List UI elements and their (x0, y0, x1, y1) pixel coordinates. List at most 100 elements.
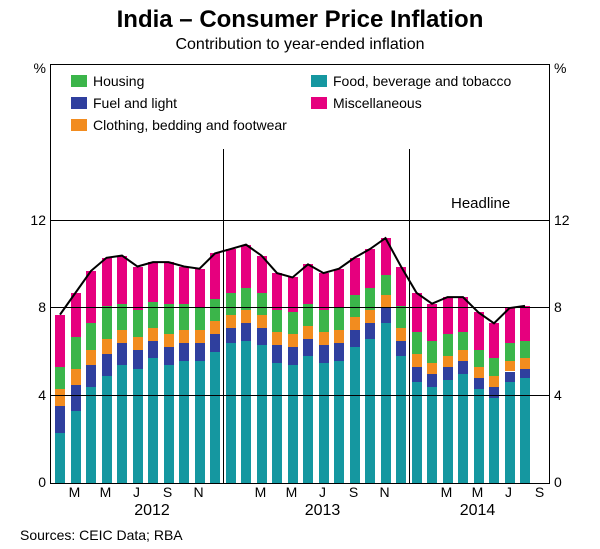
bar-segment-housing (443, 334, 453, 356)
bar-segment-fuel (505, 372, 515, 383)
bar-column (179, 267, 189, 483)
bar-column (164, 262, 174, 483)
bar-segment-fuel (396, 341, 406, 356)
bar-segment-misc (381, 238, 391, 275)
bar-segment-housing (381, 275, 391, 295)
bar-segment-housing (257, 293, 267, 315)
x-month-label: J (315, 484, 331, 500)
bar-segment-misc (86, 271, 96, 323)
bar-segment-food (319, 363, 329, 483)
bar-segment-housing (86, 323, 96, 349)
bar-segment-misc (226, 249, 236, 293)
x-month-label: M (253, 484, 269, 500)
bar-segment-food (102, 376, 112, 483)
x-month-label: S (532, 484, 548, 500)
bar-segment-food (148, 358, 158, 483)
misc-swatch (311, 97, 327, 109)
x-year-label: 2014 (448, 502, 508, 520)
bar-segment-fuel (489, 387, 499, 398)
bar-segment-clothing (334, 330, 344, 343)
bar-column (381, 238, 391, 483)
bar-segment-fuel (458, 361, 468, 374)
bar-segment-clothing (86, 350, 96, 365)
bar-segment-misc (443, 297, 453, 334)
bar-segment-clothing (195, 330, 205, 343)
year-divider (409, 149, 410, 483)
bar-column (427, 304, 437, 483)
bar-segment-housing (55, 367, 65, 389)
x-month-label: M (439, 484, 455, 500)
bar-segment-misc (179, 267, 189, 304)
bar-segment-clothing (458, 350, 468, 361)
bar-segment-fuel (133, 350, 143, 370)
bar-segment-fuel (474, 378, 484, 389)
bar-segment-misc (520, 306, 530, 341)
bar-segment-clothing (257, 315, 267, 328)
x-month-label: J (129, 484, 145, 500)
bar-segment-clothing (133, 337, 143, 350)
bar-segment-fuel (381, 308, 391, 323)
bar-segment-fuel (520, 369, 530, 378)
legend-label: Clothing, bedding and footwear (93, 117, 287, 133)
bar-segment-misc (365, 249, 375, 288)
bar-column (489, 323, 499, 483)
bar-segment-misc (427, 304, 437, 341)
bar-segment-clothing (71, 369, 81, 384)
bar-segment-housing (319, 310, 329, 332)
bar-segment-fuel (412, 367, 422, 382)
x-month-label: J (501, 484, 517, 500)
plot-area: Housing Fuel and light Clothing, bedding a… (50, 64, 550, 484)
bar-segment-food (334, 361, 344, 483)
bar-column (458, 297, 468, 483)
bar-segment-misc (350, 258, 360, 295)
bar-segment-clothing (303, 326, 313, 339)
bar-segment-clothing (365, 310, 375, 323)
bar-segment-food (474, 389, 484, 483)
gridline (51, 395, 549, 396)
bar-segment-food (505, 382, 515, 483)
x-month-label: N (377, 484, 393, 500)
legend-item-fuel: Fuel and light (71, 95, 177, 111)
x-month-label: M (98, 484, 114, 500)
bar-segment-clothing (319, 332, 329, 345)
bar-segment-food (350, 347, 360, 483)
y-tick-left: 12 (0, 212, 46, 228)
bar-segment-misc (412, 293, 422, 332)
bar-segment-clothing (443, 356, 453, 367)
bar-segment-fuel (427, 374, 437, 387)
headline-annotation: Headline (451, 195, 510, 212)
bar-segment-fuel (210, 334, 220, 351)
bar-column (195, 269, 205, 483)
bar-segment-fuel (55, 406, 65, 432)
bar-segment-housing (505, 343, 515, 360)
food-swatch (311, 75, 327, 87)
chart-title: India – Consumer Price Inflation (0, 6, 600, 34)
bar-column (412, 293, 422, 483)
bar-segment-housing (272, 310, 282, 332)
bar-segment-misc (102, 258, 112, 306)
bar-segment-clothing (164, 334, 174, 347)
bar-segment-fuel (226, 328, 236, 343)
bar-segment-housing (350, 295, 360, 317)
bar-segment-clothing (412, 354, 422, 367)
bar-segment-food (443, 380, 453, 483)
bar-segment-fuel (365, 323, 375, 338)
bar-segment-misc (195, 269, 205, 308)
legend-label: Housing (93, 73, 144, 89)
y-tick-right: 12 (554, 212, 600, 228)
y-unit-right: % (554, 60, 600, 76)
bar-segment-misc (148, 262, 158, 301)
bar-segment-food (412, 382, 422, 483)
y-tick-left: 0 (0, 474, 46, 490)
bar-segment-food (210, 352, 220, 483)
year-divider (223, 149, 224, 483)
bar-segment-fuel (86, 365, 96, 387)
bar-segment-fuel (272, 345, 282, 362)
x-month-label: N (191, 484, 207, 500)
bar-segment-food (117, 365, 127, 483)
bar-column (365, 249, 375, 483)
bar-segment-food (381, 323, 391, 483)
bar-segment-misc (505, 308, 515, 343)
bar-segment-housing (458, 332, 468, 349)
bar-segment-fuel (257, 328, 267, 345)
